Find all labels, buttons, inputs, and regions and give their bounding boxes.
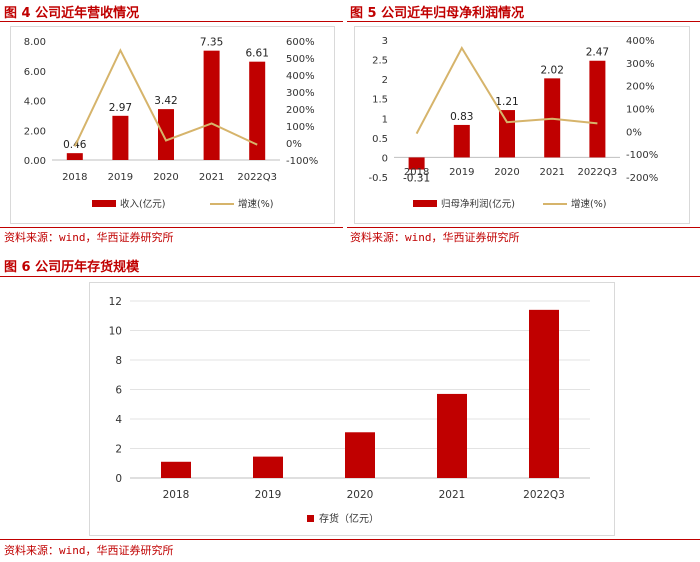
x-tick-label: 2018 <box>62 172 87 183</box>
data-label: 2.47 <box>586 47 609 59</box>
x-tick-label: 2020 <box>153 172 178 183</box>
legend-swatch <box>307 515 314 522</box>
y-left-tick-label: 2.00 <box>24 126 46 137</box>
legend-label: 归母净利润(亿元) <box>441 198 515 210</box>
y-tick-label: 6 <box>115 385 122 397</box>
y-tick-label: 10 <box>109 326 122 338</box>
figure-5-chart-frame <box>354 26 690 224</box>
y-left-tick-label: 8.00 <box>24 37 46 48</box>
x-tick-label: 2021 <box>199 172 224 183</box>
x-tick-label: 2022Q3 <box>578 167 618 178</box>
y-right-tick-label: 100% <box>286 122 315 133</box>
x-tick-label: 2022Q3 <box>523 489 565 501</box>
x-tick-label: 2022Q3 <box>237 172 277 183</box>
data-label: -0.31 <box>403 173 430 185</box>
x-tick-label: 2018 <box>163 489 190 501</box>
data-label: 2.02 <box>541 64 564 76</box>
y-tick-label: 2 <box>115 444 122 456</box>
data-label: 1.21 <box>495 96 518 108</box>
figure-4-source-rule <box>0 227 343 228</box>
figure-4-chart: 0.00 2.00 4.00 6.00 8.00 -100% 0% 100% 200% 300% 4… <box>24 37 318 210</box>
bar <box>161 461 191 478</box>
y-left-tick-label: 4.00 <box>24 97 46 108</box>
x-tick-label: 2021 <box>439 489 466 501</box>
figure-6-title: 图 6 公司历年存货规模 <box>4 260 140 275</box>
y-right-tick-label: -200% <box>626 173 658 184</box>
y-left-tick-label: 2 <box>382 75 388 86</box>
figure-5-source: 资料来源：wind，华西证券研究所 <box>350 231 520 244</box>
x-tick-label: 2020 <box>347 489 374 501</box>
y-tick-label: 8 <box>115 355 122 367</box>
y-tick-label: 0 <box>115 473 122 485</box>
bar <box>453 124 470 158</box>
bar <box>589 60 606 158</box>
y-right-tick-label: 0% <box>626 127 642 138</box>
figure-4-title: 图 4 公司近年营收情况 <box>4 6 140 21</box>
y-left-tick-label: 1 <box>382 114 388 125</box>
figure-5-chart: -0.5 0 0.5 1 1.5 2 2.5 3 -200% -100% 0% 100% 200% 300… <box>368 36 658 210</box>
bar <box>112 115 129 160</box>
figure-4-title-rule <box>0 21 343 22</box>
y-right-tick-label: 0% <box>286 139 302 150</box>
data-label: 7.35 <box>200 37 223 49</box>
bar <box>253 456 283 478</box>
y-right-tick-label: 100% <box>626 105 655 116</box>
y-right-tick-label: 600% <box>286 37 315 48</box>
figure-5-title-rule <box>347 21 700 22</box>
legend-label: 收入(亿元) <box>120 198 165 210</box>
data-label: 0.83 <box>450 111 473 123</box>
x-tick-label: 2019 <box>449 167 474 178</box>
bar <box>66 153 83 160</box>
figure-5-source-rule <box>347 227 700 228</box>
figure-6-title-rule <box>0 276 700 277</box>
y-right-tick-label: -100% <box>626 150 658 161</box>
y-right-tick-label: 300% <box>286 88 315 99</box>
x-tick-label: 2018 <box>404 167 429 178</box>
y-left-tick-label: 1.5 <box>372 95 388 106</box>
x-tick-label: 2020 <box>494 167 519 178</box>
figure-6-chart-frame <box>89 282 615 536</box>
bar <box>529 309 559 478</box>
figure-5-title: 图 5 公司近年归母净利润情况 <box>350 6 525 21</box>
y-right-tick-label: 200% <box>286 105 315 116</box>
legend-label: 增速(%) <box>238 198 273 210</box>
y-right-tick-label: 400% <box>286 71 315 82</box>
y-tick-label: 12 <box>109 296 122 308</box>
bar <box>408 157 425 170</box>
legend-label: 存货（亿元） <box>319 512 379 525</box>
growth-line <box>415 45 598 135</box>
y-left-tick-label: 3 <box>382 36 388 47</box>
bar <box>437 393 467 478</box>
y-left-tick-label: 0 <box>382 153 388 164</box>
data-label: 2.97 <box>109 102 132 114</box>
x-tick-label: 2021 <box>539 167 564 178</box>
y-left-tick-label: 0.5 <box>372 134 388 145</box>
growth-line <box>73 48 258 147</box>
y-left-tick-label: 2.5 <box>372 56 388 67</box>
figure-6-source-rule <box>0 539 700 540</box>
legend-swatch <box>92 200 116 207</box>
bar <box>249 61 266 160</box>
y-left-tick-label: 0.00 <box>24 156 46 167</box>
bar <box>203 50 220 161</box>
data-label: 6.61 <box>246 48 269 60</box>
bar <box>345 432 375 478</box>
y-right-tick-label: 400% <box>626 36 655 47</box>
y-left-tick-label: 6.00 <box>24 67 46 78</box>
y-tick-label: 4 <box>115 414 122 426</box>
y-right-tick-label: 500% <box>286 54 315 65</box>
x-tick-label: 2019 <box>255 489 282 501</box>
bar <box>158 109 174 160</box>
data-label: 3.42 <box>154 95 177 107</box>
x-tick-label: 2019 <box>108 172 133 183</box>
y-right-tick-label: 200% <box>626 82 655 93</box>
legend-label: 增速(%) <box>571 198 606 210</box>
legend-swatch <box>413 200 437 207</box>
y-left-tick-label: -0.5 <box>368 173 388 184</box>
y-right-tick-label: 300% <box>626 59 655 70</box>
figure-4-source: 资料来源：wind，华西证券研究所 <box>4 231 174 244</box>
y-right-tick-label: -100% <box>286 156 318 167</box>
figure-6-source: 资料来源：wind，华西证券研究所 <box>4 544 174 557</box>
